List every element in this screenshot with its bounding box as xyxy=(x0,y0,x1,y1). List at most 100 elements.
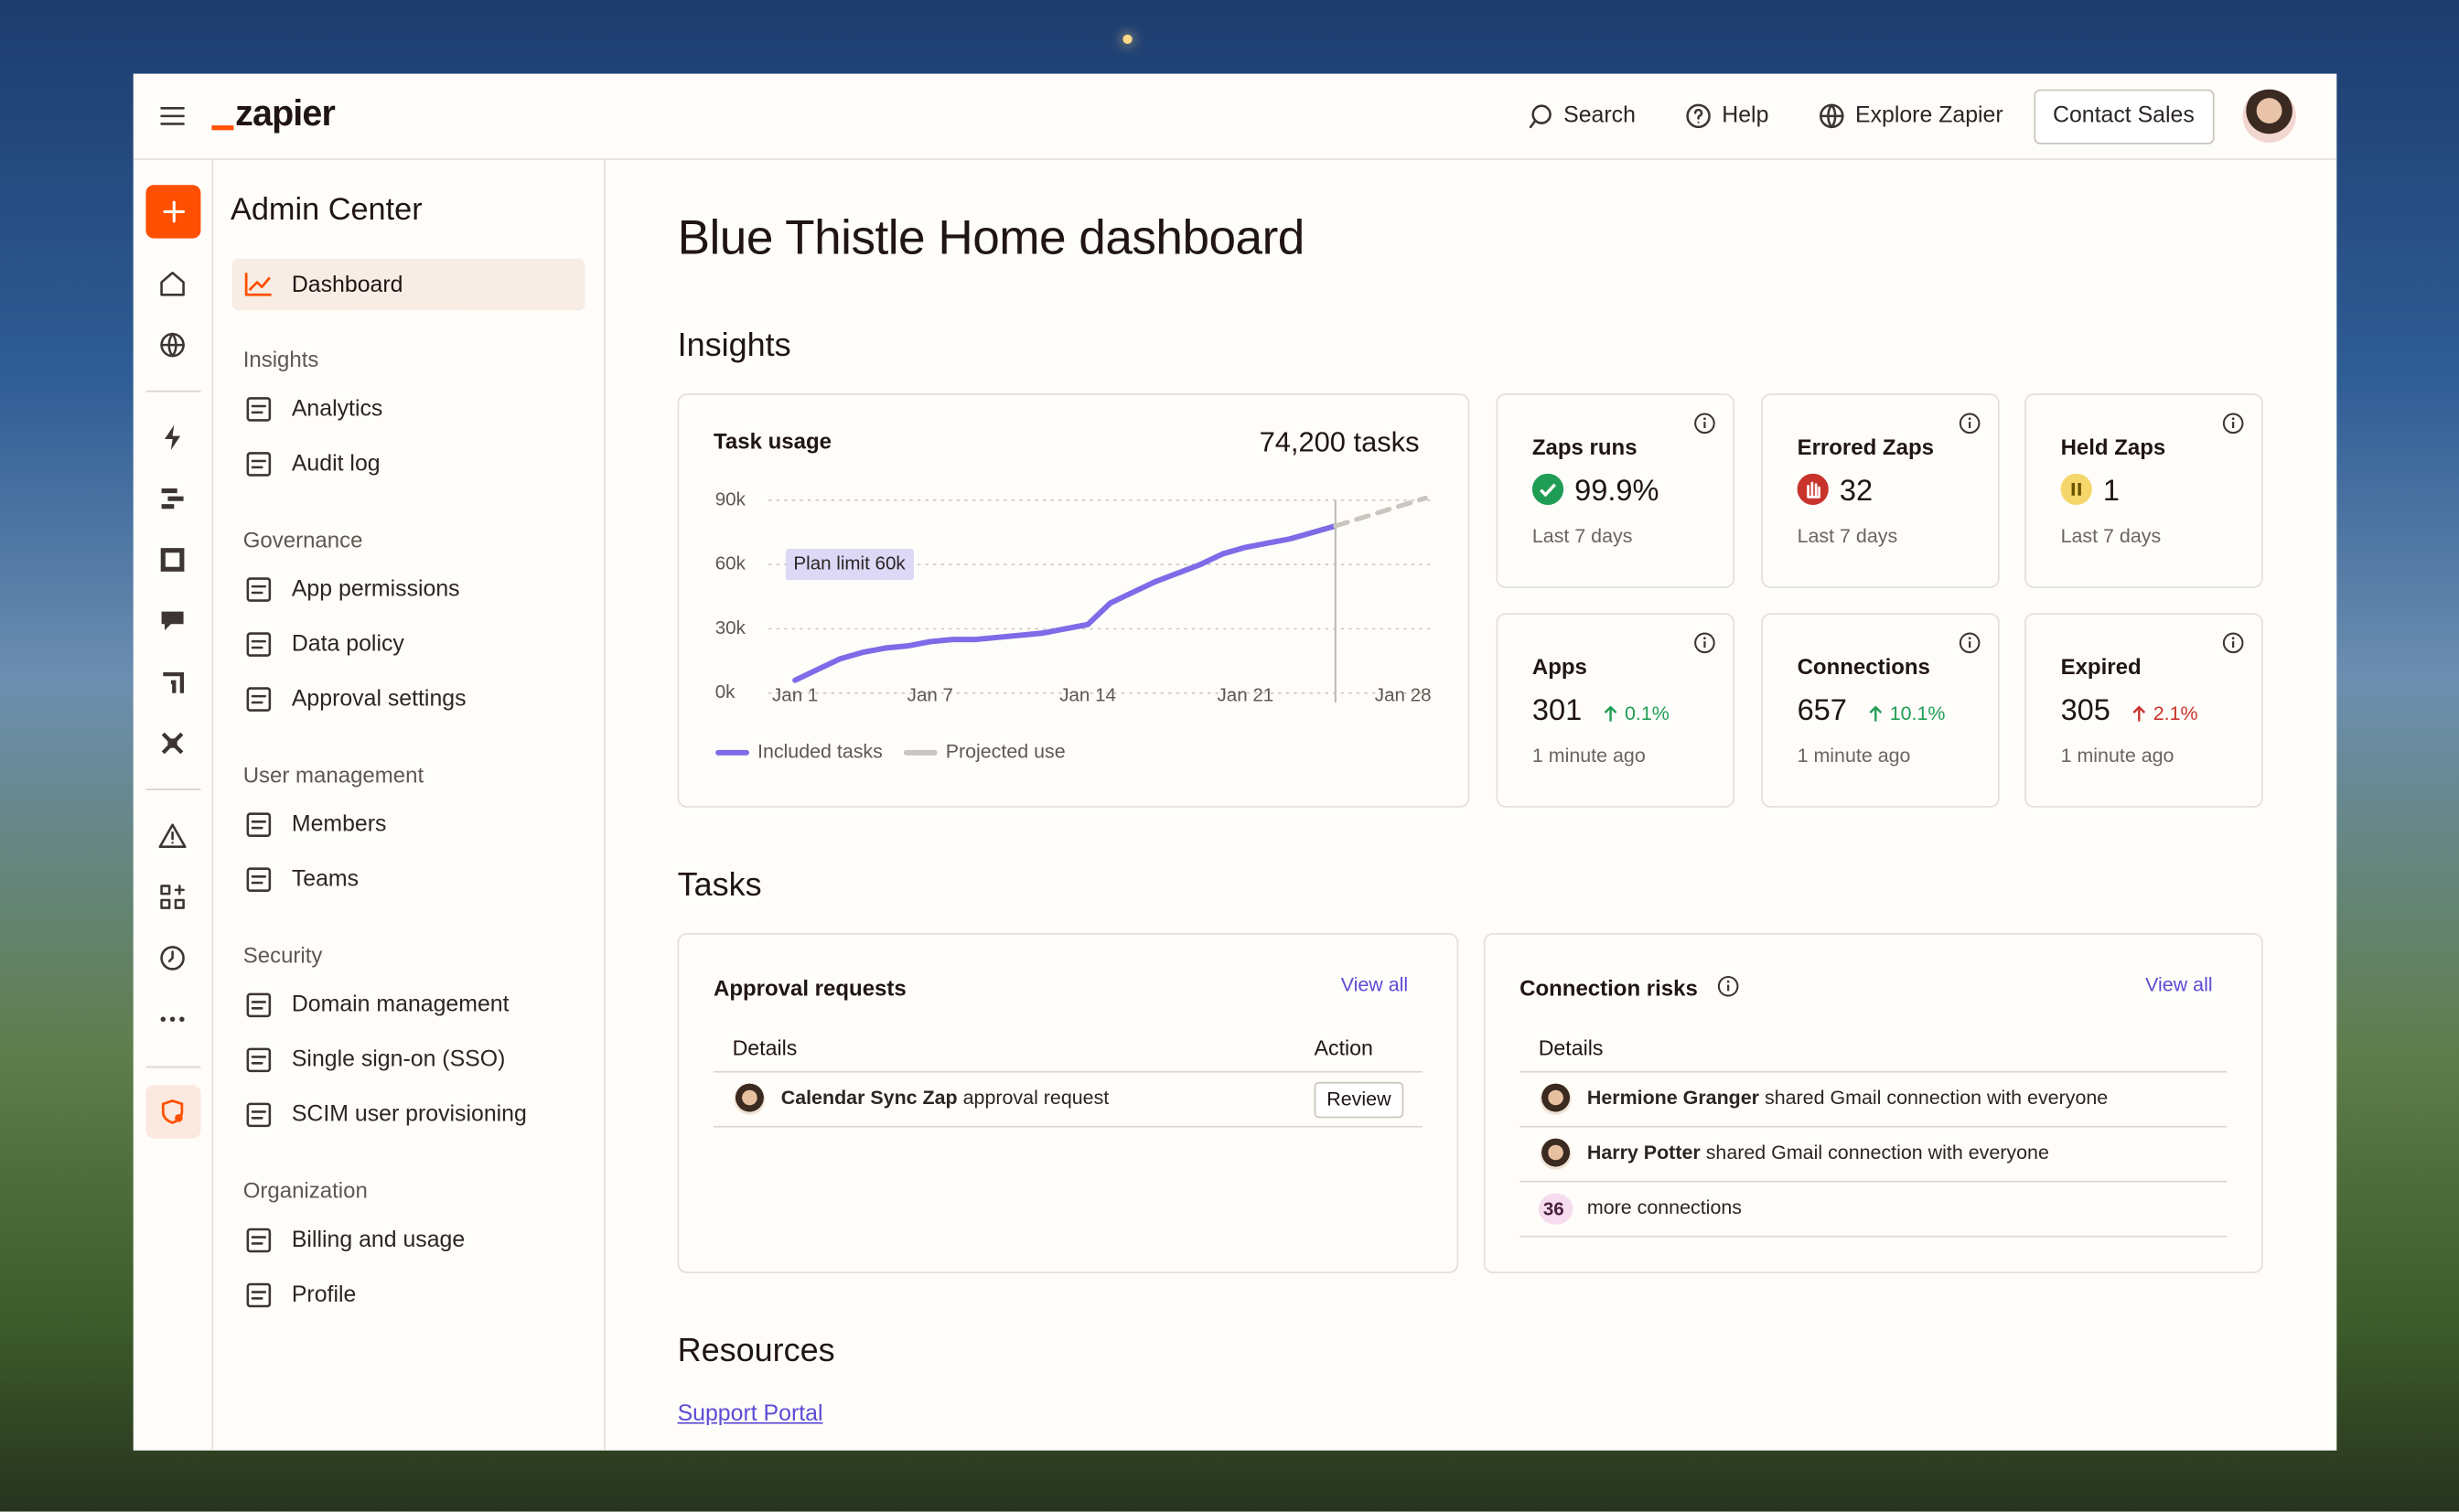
sidebar-item[interactable]: Members xyxy=(291,812,387,838)
rail-separator xyxy=(145,1066,201,1068)
stat-value: 32 xyxy=(1839,475,1874,509)
rail-icon[interactable] xyxy=(158,606,187,635)
rail-icon[interactable] xyxy=(158,424,187,452)
rail-icon[interactable] xyxy=(158,1005,187,1034)
status-icon xyxy=(1531,473,1564,506)
stat-title: Errored Zaps xyxy=(1797,434,1934,460)
sidebar-border xyxy=(604,159,606,1451)
review-button[interactable] xyxy=(1314,1081,1404,1119)
nav-link[interactable]: Search xyxy=(1563,103,1636,129)
section-heading: Resources xyxy=(677,1333,835,1369)
rail-icon[interactable] xyxy=(158,821,187,850)
stat-change: 10.1% xyxy=(1889,702,1946,725)
rail-icon[interactable] xyxy=(158,883,187,911)
star xyxy=(1122,34,1133,45)
x-tick-label: Jan 21 xyxy=(1218,685,1274,706)
sidebar-item[interactable]: Domain management xyxy=(291,992,510,1018)
rail-icon[interactable] xyxy=(158,729,187,757)
logo[interactable]: zapier xyxy=(235,92,336,134)
sidebar-active-bg[interactable] xyxy=(231,258,585,311)
stat-note: 1 minute ago xyxy=(1797,745,1911,767)
page-title: Blue Thistle Home dashboard xyxy=(677,209,1305,265)
avatar xyxy=(734,1083,766,1115)
status-icon xyxy=(2060,473,2092,506)
info-icon[interactable] xyxy=(1959,632,1981,654)
sidebar-item-icon xyxy=(246,1102,272,1128)
support-link[interactable]: Support Portal xyxy=(677,1401,823,1428)
row-text: more connections xyxy=(1587,1197,1742,1217)
contact-sales-label[interactable]: Contact Sales xyxy=(2053,103,2195,129)
stat-value: 99.9% xyxy=(1574,475,1659,509)
sidebar-item[interactable]: Single sign-on (SSO) xyxy=(291,1047,506,1073)
count-badge xyxy=(1538,1193,1573,1225)
rail-icon[interactable] xyxy=(158,270,187,298)
sidebar-item[interactable]: App permissions xyxy=(291,576,460,603)
stat-change: 0.1% xyxy=(1625,702,1670,725)
sidebar-item-icon xyxy=(246,812,272,838)
chart-total: 74,200 tasks xyxy=(1259,426,1420,458)
row-description: shared Gmail connection with everyone xyxy=(1705,1142,2049,1164)
admin-icon xyxy=(161,1099,184,1124)
sidebar-item[interactable]: Billing and usage xyxy=(291,1228,466,1253)
info-icon[interactable] xyxy=(1693,413,1715,434)
view-all-link[interactable]: View all xyxy=(1340,973,1409,996)
section-heading: Insights xyxy=(677,327,791,364)
sidebar-item-icon xyxy=(246,632,272,657)
info-icon[interactable] xyxy=(1959,413,1981,434)
sidebar-item[interactable]: Profile xyxy=(291,1282,357,1308)
sidebar-item-icon xyxy=(246,1047,272,1073)
table-rule xyxy=(1519,1180,2228,1183)
rail-icon[interactable] xyxy=(158,668,187,696)
legend-label: Projected use xyxy=(946,741,1066,763)
table-rule xyxy=(1519,1125,2228,1128)
status-icon xyxy=(1797,473,1829,506)
sidebar-item[interactable]: Analytics xyxy=(291,396,383,423)
sidebar-item-icon xyxy=(246,1228,272,1253)
row-description: shared Gmail connection with everyone xyxy=(1765,1087,2109,1110)
y-tick-label: 90k xyxy=(715,488,746,509)
sidebar-title: Admin Center xyxy=(231,192,423,228)
stat-title: Expired xyxy=(2060,653,2142,680)
nav-link[interactable]: Help xyxy=(1722,103,1769,129)
menu-button[interactable] xyxy=(160,105,185,127)
logo-mark xyxy=(211,125,234,131)
sidebar-item[interactable]: Audit log xyxy=(291,451,381,477)
x-tick-label: Jan 14 xyxy=(1059,685,1116,706)
rail-icon[interactable] xyxy=(158,546,187,574)
rail-icon[interactable] xyxy=(158,485,187,513)
sidebar-item[interactable]: Approval settings xyxy=(291,686,467,713)
sidebar-item[interactable]: SCIM user provisioning xyxy=(291,1102,527,1128)
info-icon[interactable] xyxy=(2222,413,2244,434)
x-tick-label: Jan 1 xyxy=(772,685,818,706)
rail-admin-button[interactable] xyxy=(145,1085,201,1139)
y-tick-label: 0k xyxy=(715,681,736,702)
nav-icon xyxy=(1686,103,1711,129)
row-text: Hermione Granger shared Gmail connection… xyxy=(1587,1088,2108,1108)
row-text: Harry Potter shared Gmail connection wit… xyxy=(1587,1142,2049,1164)
avatar[interactable] xyxy=(2242,89,2296,144)
sidebar-heading: Governance xyxy=(242,527,363,552)
row-text: Calendar Sync Zap approval request xyxy=(781,1088,1110,1108)
sidebar-item-active[interactable]: Dashboard xyxy=(291,273,403,298)
sidebar-item[interactable]: Data policy xyxy=(291,631,404,658)
table-rule xyxy=(714,1070,1423,1073)
nav-link[interactable]: Explore Zapier xyxy=(1855,103,2003,129)
info-icon[interactable] xyxy=(1717,975,1739,997)
sidebar-item-icon xyxy=(246,687,272,712)
plan-limit-badge xyxy=(785,549,914,581)
stat-value: 1 xyxy=(2102,475,2120,509)
stat-value: 301 xyxy=(1531,694,1583,728)
sidebar-item[interactable]: Teams xyxy=(291,867,360,893)
table-rule xyxy=(1519,1070,2228,1073)
contact-sales-button[interactable] xyxy=(2034,89,2215,145)
info-icon[interactable] xyxy=(1693,632,1715,654)
stat-note: Last 7 days xyxy=(2060,525,2162,548)
rail-icon[interactable] xyxy=(158,944,187,972)
rail-separator xyxy=(145,390,201,392)
rail-icon[interactable] xyxy=(158,331,187,359)
info-icon[interactable] xyxy=(2222,632,2244,654)
view-all-link[interactable]: View all xyxy=(2145,973,2213,996)
stat-note: 1 minute ago xyxy=(2060,745,2174,767)
review-label[interactable]: Review xyxy=(1326,1088,1391,1110)
